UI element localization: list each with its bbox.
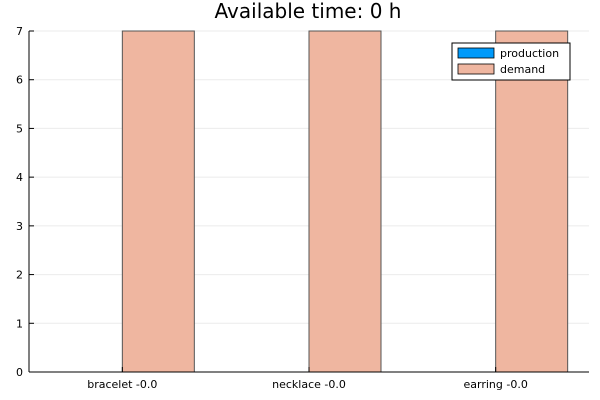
x-ticks: bracelet -0.0 necklace -0.0 earring -0.0 [87, 367, 528, 391]
bar-demand [121, 30, 195, 373]
x-tick-label: bracelet -0.0 [87, 378, 157, 391]
bars-group [121, 30, 569, 373]
legend: production demand [451, 42, 571, 81]
legend-label-production: production [500, 47, 559, 60]
y-tick-label: 6 [16, 74, 23, 87]
legend-label-demand: demand [500, 63, 545, 76]
chart-title: Available time: 0 h [215, 0, 402, 23]
y-tick-label: 0 [16, 366, 23, 379]
x-tick-label: necklace -0.0 [272, 378, 346, 391]
legend-swatch-production [457, 47, 495, 59]
bar-demand [495, 30, 569, 373]
y-tick-label: 5 [16, 122, 23, 135]
y-tick-label: 2 [16, 269, 23, 282]
y-tick-label: 1 [16, 317, 23, 330]
legend-swatch-demand [457, 63, 495, 75]
y-tick-label: 3 [16, 220, 23, 233]
y-tick-label: 4 [16, 171, 23, 184]
bar-demand [308, 30, 382, 373]
y-tick-label: 7 [16, 25, 23, 38]
y-ticks: 0 1 2 3 4 5 6 7 [16, 25, 34, 379]
x-tick-label: earring -0.0 [463, 378, 527, 391]
